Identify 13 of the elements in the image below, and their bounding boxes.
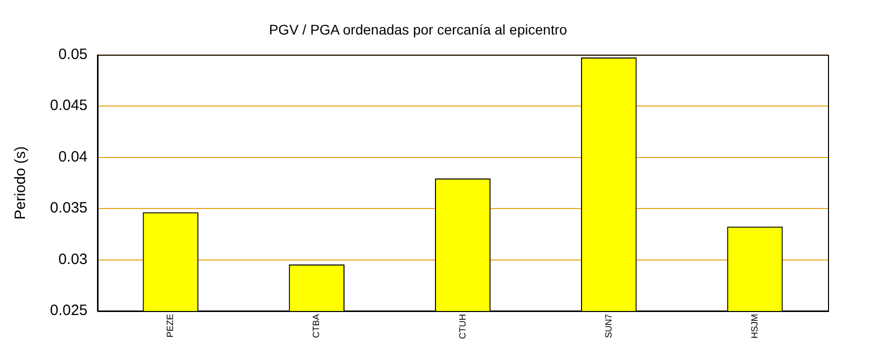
y-tick-label: 0.045 (50, 97, 88, 114)
x-tick-label: PEZE (165, 314, 176, 338)
x-tick-label: CTBA (311, 314, 322, 338)
y-axis-title: Periodo (s) (12, 146, 30, 220)
y-tick-label: 0.035 (50, 200, 88, 217)
x-tick-label: CTUH (457, 314, 468, 340)
y-tick-label: 0.03 (58, 250, 88, 268)
y-tick-label: 0.04 (58, 148, 88, 166)
x-tick-label: HSJM (749, 314, 760, 339)
x-tick-label: SUN7 (603, 314, 614, 338)
chart-title: PGV / PGA ordenadas por cercanía al epicentro (268, 21, 568, 38)
y-tick-label: 0.025 (50, 302, 88, 320)
y-tick-label: 0.05 (58, 46, 88, 63)
